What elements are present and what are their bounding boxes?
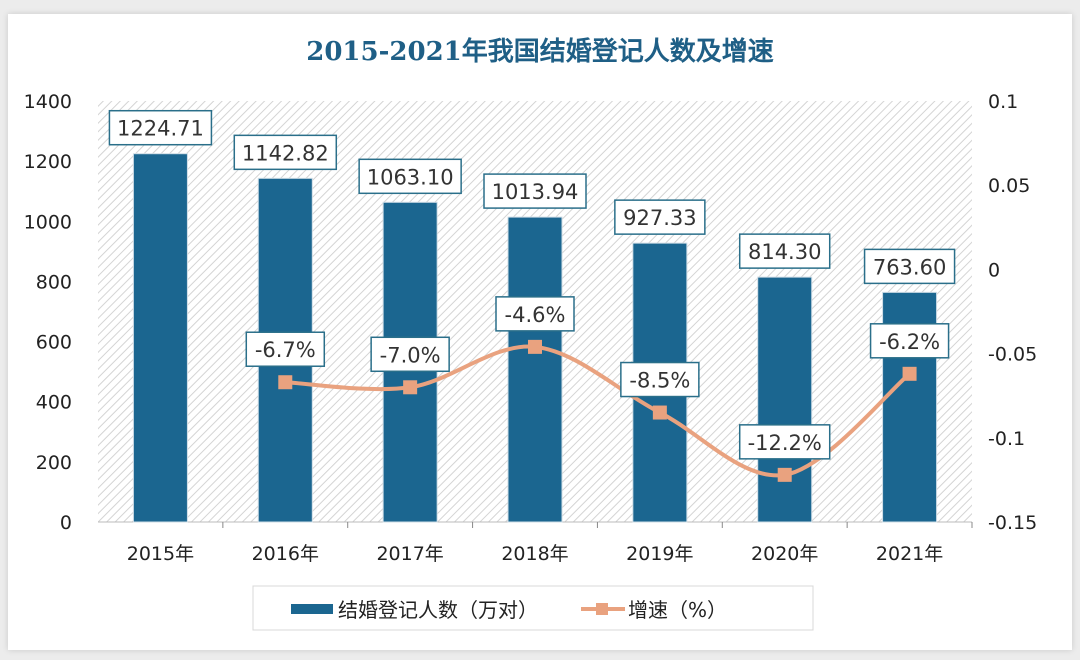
bar-data-label: 1142.82 [242, 141, 329, 165]
growth-point [902, 366, 917, 381]
legend-label-bar: 结婚登记人数（万对） [338, 598, 538, 622]
growth-data-label: -7.0% [380, 343, 441, 367]
bar-data-label: 763.60 [873, 255, 946, 279]
growth-point [652, 405, 667, 420]
y-right-tick-label: -0.05 [988, 344, 1037, 366]
growth-data-label: -6.2% [879, 330, 940, 354]
bar-data-label: 1063.10 [367, 165, 454, 189]
y-left-tick-label: 1000 [24, 211, 72, 233]
growth-data-label: -8.5% [629, 369, 690, 393]
bar [132, 153, 188, 523]
y-left-tick-label: 800 [36, 271, 72, 293]
growth-data-label-box [370, 336, 450, 373]
growth-data-label: -6.7% [255, 338, 316, 362]
y-left-tick-label: 1200 [24, 151, 72, 173]
growth-data-label-box [245, 331, 326, 367]
bar-data-label-box [738, 233, 831, 269]
x-tick-label: 2015年 [127, 543, 194, 565]
legend: 结婚登记人数（万对） 增速（%） [252, 585, 814, 631]
x-tick-label: 2016年 [252, 543, 319, 565]
x-tick-label: 2017年 [376, 543, 443, 565]
bar-data-label-box [614, 199, 706, 235]
growth-data-label: -4.6% [505, 303, 566, 327]
y-right-tick-label: -0.15 [988, 512, 1037, 534]
bar-data-label: 927.33 [623, 206, 696, 230]
y-right-tick-label: 0.05 [988, 175, 1030, 197]
growth-data-label: -12.2% [748, 431, 822, 455]
y-left-tick-label: 400 [36, 392, 72, 414]
growth-point [528, 339, 542, 354]
legend-marker [596, 603, 608, 615]
x-tick-label: 2018年 [501, 543, 568, 565]
y-left-tick-label: 600 [36, 332, 72, 354]
growth-point [278, 375, 293, 390]
growth-point [777, 467, 792, 482]
growth-data-label-box [869, 323, 950, 359]
bar-data-label-box [233, 134, 338, 171]
bar-data-label: 1013.94 [492, 180, 579, 204]
bar-data-label-box [863, 248, 956, 285]
bar-data-label: 814.30 [748, 240, 821, 264]
legend-label-line: 增速（%） [628, 598, 727, 622]
chart-title: 2015-2021年我国结婚登记人数及增速 [306, 36, 774, 67]
legend-swatch-bar [291, 604, 333, 614]
bar-data-label: 1224.71 [117, 117, 204, 141]
bar-data-label-box [358, 158, 462, 195]
y-left-tick-label: 0 [60, 512, 72, 534]
growth-data-label-box [495, 296, 575, 332]
growth-data-label-box [620, 361, 700, 398]
x-tick-label: 2020年 [751, 543, 818, 565]
y-left-tick-label: 1400 [24, 91, 72, 113]
bar [507, 216, 563, 523]
y-right-tick-label: 0.1 [988, 91, 1018, 113]
growth-data-label-box [738, 424, 831, 460]
growth-line [285, 344, 911, 478]
bar [757, 276, 813, 523]
y-right-tick-label: 0 [988, 259, 1000, 281]
bar-data-label-box [483, 173, 587, 209]
y-right-tick-label: -0.1 [988, 428, 1025, 450]
x-tick-label: 2019年 [626, 543, 693, 565]
x-tick-label: 2021年 [876, 543, 943, 565]
bar-data-label-box [108, 109, 213, 146]
y-left-tick-label: 200 [36, 452, 72, 474]
growth-point [403, 380, 418, 395]
